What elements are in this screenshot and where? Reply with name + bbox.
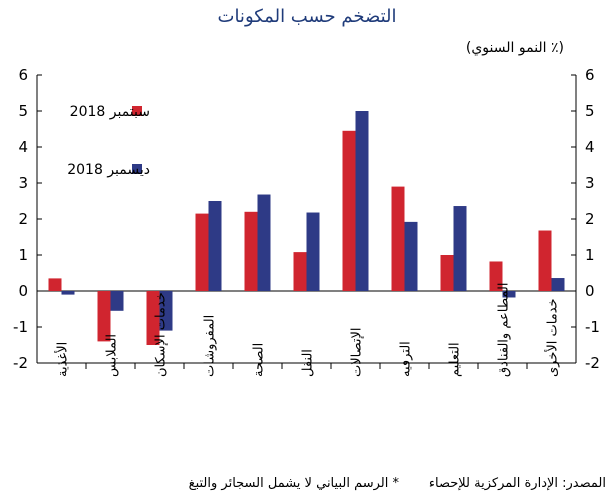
y-tick-label-right: -2 bbox=[585, 354, 600, 372]
bar-dec-4 bbox=[257, 194, 271, 291]
y-tick-label-left: 0 bbox=[18, 282, 28, 300]
y-tick-label-right: 1 bbox=[585, 246, 595, 264]
bar-sep-3 bbox=[195, 213, 209, 291]
bar-dec-1 bbox=[110, 291, 124, 311]
y-tick-label-right: 0 bbox=[585, 282, 595, 300]
bar-sep-10 bbox=[538, 230, 552, 291]
bar-dec-7 bbox=[404, 221, 418, 291]
y-tick-label-left: 6 bbox=[18, 66, 28, 84]
y-tick-label-left: 5 bbox=[18, 102, 28, 120]
legend-label-1: ديسمبر 2018 bbox=[67, 162, 150, 178]
bar-dec-5 bbox=[306, 212, 320, 291]
y-tick-label-right: 6 bbox=[585, 66, 595, 84]
bar-dec-8 bbox=[453, 206, 467, 291]
bar-sep-7 bbox=[391, 186, 405, 291]
bar-dec-0 bbox=[61, 291, 75, 295]
y-tick-label-right: 5 bbox=[585, 102, 595, 120]
bar-dec-6 bbox=[355, 111, 369, 291]
bar-sep-5 bbox=[293, 252, 307, 291]
chart-axes: -2 -2 -1 -1 0 0 1 1 2 2 3 3 4 4 5 5 6 6 bbox=[13, 66, 600, 372]
y-tick-label-left: 4 bbox=[18, 138, 28, 156]
category-label: الصحة bbox=[252, 343, 267, 377]
y-tick-label-right: 2 bbox=[585, 210, 595, 228]
category-labels: الأغذية الملابس خدمات الإسكان المفروشات الصح… bbox=[54, 283, 561, 377]
bar-sep-6 bbox=[342, 130, 356, 291]
category-label: الأغذية bbox=[54, 342, 71, 377]
source-note: المصدر: الإدارة المركزية للإحصاء bbox=[428, 476, 606, 491]
bar-dec-9 bbox=[502, 291, 516, 298]
category-label: النقل bbox=[301, 349, 316, 377]
category-label: الملابس bbox=[105, 334, 120, 377]
unit-label: (٪ النمو السنوي) bbox=[465, 40, 564, 56]
chart-bars bbox=[48, 111, 565, 345]
y-tick-label-right: -1 bbox=[585, 318, 600, 336]
y-tick-label-right: 4 bbox=[585, 138, 595, 156]
category-label: الإتصالات bbox=[350, 327, 365, 377]
bar-sep-8 bbox=[440, 255, 454, 291]
legend-swatch-1 bbox=[132, 164, 142, 174]
legend-label-0: سبتمبر 2018 bbox=[70, 104, 150, 120]
category-label: خدمات الأخرى bbox=[544, 298, 561, 377]
category-label: الترفيه bbox=[399, 341, 414, 377]
y-tick-label-left: 3 bbox=[18, 174, 28, 192]
y-tick-label-right: 3 bbox=[585, 174, 595, 192]
category-label: المفروشات bbox=[203, 315, 218, 377]
bar-sep-1 bbox=[97, 291, 111, 342]
y-tick-label-left: 2 bbox=[18, 210, 28, 228]
bar-sep-4 bbox=[244, 211, 258, 291]
bar-dec-2 bbox=[159, 291, 173, 331]
y-tick-label-left: 1 bbox=[18, 246, 28, 264]
category-label: المطاعم والفنادق bbox=[497, 283, 512, 377]
category-label: خدمات الإسكان bbox=[154, 292, 169, 377]
y-tick-label-left: -2 bbox=[13, 354, 28, 372]
bar-sep-2 bbox=[146, 291, 160, 345]
bar-sep-9 bbox=[489, 261, 503, 291]
legend-swatch-0 bbox=[132, 106, 142, 116]
chart-legend: سبتمبر 2018 ديسمبر 2018 bbox=[67, 104, 150, 178]
bar-dec-10 bbox=[551, 278, 565, 291]
category-label: التعليم bbox=[448, 342, 463, 377]
bar-sep-0 bbox=[48, 278, 62, 291]
chart-title: التضخم حسب المكونات bbox=[217, 6, 397, 27]
bar-dec-3 bbox=[208, 201, 222, 291]
footnote: * الرسم البياني لا يشمل السجائر والتبغ bbox=[188, 476, 399, 491]
y-tick-label-left: -1 bbox=[13, 318, 28, 336]
